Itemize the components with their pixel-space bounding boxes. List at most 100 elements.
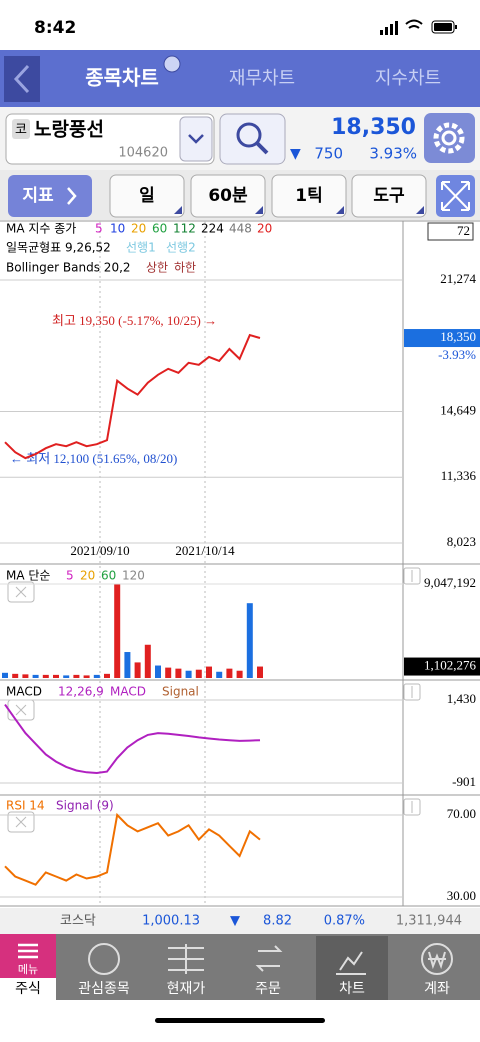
ichimoku-label: 일목균형표 9,26,52 (6, 241, 111, 255)
index-change: 8.82 (263, 914, 292, 929)
y-tick-label: 21,274 (440, 271, 476, 286)
ma-period: 20 (131, 222, 146, 236)
box-value: 72 (457, 223, 470, 238)
ma-label: MA 지수 종가 (6, 222, 76, 236)
ma-period: 5 (66, 569, 74, 583)
volume-bar (32, 674, 39, 678)
tab[interactable]: 재무차트 (229, 68, 295, 89)
status-time: 8:42 (34, 18, 76, 38)
volume-bar (144, 644, 151, 678)
nav-label[interactable]: 현재가 (167, 981, 206, 997)
ma-period: 448 (229, 222, 252, 236)
ma-period: 112 (173, 222, 196, 236)
button-label: 지표 (22, 186, 54, 206)
y-tick-label: 70.00 (447, 806, 476, 821)
volume-bar (12, 673, 19, 678)
y-tick-label: 1,430 (447, 691, 476, 706)
index-pct: 0.87% (324, 914, 365, 929)
signal-legend: Signal (162, 685, 199, 699)
nav-label[interactable]: 주식 (15, 981, 41, 997)
volume-bar (226, 668, 233, 678)
tool-button[interactable] (351, 174, 427, 218)
button-label: 1틱 (295, 186, 322, 206)
tab[interactable]: 종목차트 (85, 66, 159, 90)
ma-period: 224 (201, 222, 224, 236)
ma-period: 60 (101, 569, 116, 583)
current-price-label: 18,350 (440, 329, 476, 344)
volume-bar (42, 674, 49, 678)
bollinger-label: Bollinger Bands 20,2 (6, 261, 131, 275)
ichimoku-lead1: 선행1 (126, 240, 156, 255)
macd-params: 12,26,9 (58, 685, 104, 699)
macd-label: MACD (6, 685, 42, 699)
current-price-box (404, 329, 480, 348)
tab[interactable]: 지수차트 (375, 68, 441, 89)
y-tick-label: -901 (452, 774, 476, 789)
volume-bar (22, 674, 29, 678)
button-label: 도구 (373, 186, 405, 206)
volume-bar (83, 675, 90, 678)
interval-button[interactable] (190, 174, 266, 218)
volume-bar (93, 674, 100, 678)
volume-bar (246, 603, 253, 678)
nav-label[interactable]: 관심종목 (78, 981, 130, 997)
volume-ma-label: MA 단순 (6, 569, 50, 583)
change: 750 (314, 145, 343, 163)
stock-name: 노랑풍선 (34, 119, 104, 141)
volume-bar (185, 670, 192, 678)
data-line (4, 333, 261, 460)
stock-code: 104620 (118, 146, 168, 161)
indicator-button[interactable] (8, 175, 92, 217)
ma-period: 60 (152, 222, 167, 236)
ichimoku-lead2: 선행2 (166, 240, 196, 255)
volume-bar (134, 662, 141, 678)
ma-period: 10 (110, 222, 125, 236)
volume-bar (73, 674, 80, 678)
y-tick-label: 11,336 (441, 468, 477, 483)
volume-bar (206, 666, 212, 678)
volume-bar (124, 652, 131, 678)
stock-selector[interactable] (5, 113, 215, 165)
high-note: 최고 19,350 (-5.17%, 10/25) → (52, 313, 217, 328)
data-line (4, 812, 261, 886)
volume-bar (236, 670, 243, 678)
volume-bar (195, 669, 202, 678)
menu-label: 메뉴 (18, 963, 38, 976)
y-tick-label: 9,047,192 (424, 575, 476, 590)
button-label: 60분 (208, 186, 248, 206)
nav-label[interactable]: 차트 (339, 981, 365, 997)
market-badge: 코 (15, 123, 27, 138)
ma-period: 20 (80, 569, 95, 583)
change-pct: 3.93% (369, 145, 417, 163)
change-sign: ▼ (290, 146, 301, 162)
ma-period: 20 (257, 222, 272, 236)
y-tick-label: 14,649 (440, 402, 476, 417)
volume-bar (216, 671, 223, 678)
volume-bar (165, 667, 172, 678)
current-volume-label: 1,102,276 (424, 658, 477, 673)
bollinger-lower: 하한 (174, 261, 196, 275)
index-sign: ▼ (230, 914, 240, 929)
macd-legend: MACD (110, 685, 146, 699)
data-line (4, 704, 261, 775)
nav-label[interactable]: 계좌 (424, 981, 450, 997)
nav-label[interactable]: 주문 (255, 981, 281, 997)
volume-bar (104, 673, 110, 678)
index-volume: 1,311,944 (396, 914, 462, 929)
settings-button[interactable] (424, 113, 475, 163)
search-button[interactable] (219, 113, 286, 165)
index-name: 코스닥 (60, 914, 96, 929)
volume-bar (257, 666, 263, 678)
dropdown[interactable] (179, 116, 213, 162)
tick-button[interactable] (271, 174, 347, 218)
rsi-label: RSI 14 (6, 799, 45, 813)
ma-period: 120 (122, 569, 145, 583)
date-label: 2021/10/14 (175, 543, 235, 558)
volume-bar (155, 665, 161, 678)
volume-bar (175, 668, 182, 678)
volume-bar (53, 674, 59, 678)
period-button[interactable] (109, 174, 185, 218)
rsi-signal: Signal (9) (56, 799, 114, 813)
